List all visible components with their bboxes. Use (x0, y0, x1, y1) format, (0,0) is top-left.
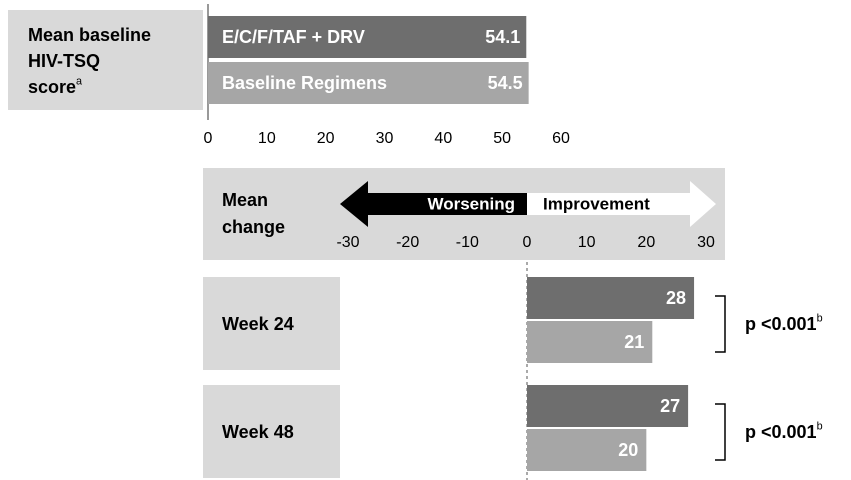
category-label: Week 24 (222, 314, 294, 334)
worsening-arrow (340, 181, 527, 227)
value-label: 54.1 (485, 27, 520, 47)
label-text: Mean baseline (28, 25, 151, 45)
x-tick-label: 30 (376, 130, 394, 147)
bar (527, 321, 653, 363)
bar (208, 62, 529, 104)
group-box (203, 277, 340, 370)
x-tick-label: -10 (456, 234, 479, 251)
bracket (715, 295, 726, 353)
x-tick-label: 10 (578, 234, 596, 251)
superscript: b (817, 421, 823, 433)
improvement-arrow (527, 181, 716, 227)
value-label: 21 (624, 332, 644, 352)
label: p <0.001b (745, 313, 823, 334)
label-text: score (28, 77, 76, 97)
bar (527, 385, 689, 427)
direction-label: Improvement (543, 194, 650, 213)
label-text: HIV-TSQ (28, 51, 100, 71)
x-tick-label: 10 (258, 130, 276, 147)
direction-label: Worsening (427, 194, 515, 213)
label-text: p <0.001 (745, 422, 817, 442)
panel-label: Mean (222, 190, 268, 210)
label: Mean baseline (28, 25, 151, 45)
label: HIV-TSQ (28, 51, 100, 71)
value-label: 28 (666, 288, 686, 308)
x-tick-label: 0 (204, 130, 213, 147)
bar (527, 429, 647, 471)
value-label: 20 (618, 440, 638, 460)
x-tick-label: -30 (336, 234, 359, 251)
x-tick-label: 30 (697, 234, 715, 251)
category-label: Baseline Regimens (222, 73, 387, 93)
x-tick-label: -20 (396, 234, 419, 251)
label: p <0.001b (745, 421, 823, 442)
x-tick-label: 20 (317, 130, 335, 147)
x-tick-label: 60 (552, 130, 570, 147)
bar (527, 277, 695, 319)
bracket (715, 403, 726, 461)
x-tick-label: 20 (637, 234, 655, 251)
label-box (8, 10, 203, 110)
x-tick-label: 40 (434, 130, 452, 147)
panel-label: change (222, 217, 285, 237)
x-tick-label: 0 (523, 234, 532, 251)
value-label: 54.5 (488, 73, 523, 93)
label: scorea (28, 76, 82, 97)
category-label: E/C/F/TAF + DRV (222, 27, 365, 47)
group-box (203, 385, 340, 478)
bar (208, 16, 527, 58)
category-label: Week 48 (222, 422, 294, 442)
x-tick-label: 50 (493, 130, 511, 147)
superscript: b (817, 313, 823, 325)
superscript: a (76, 76, 82, 88)
label-text: p <0.001 (745, 314, 817, 334)
value-label: 27 (660, 396, 680, 416)
